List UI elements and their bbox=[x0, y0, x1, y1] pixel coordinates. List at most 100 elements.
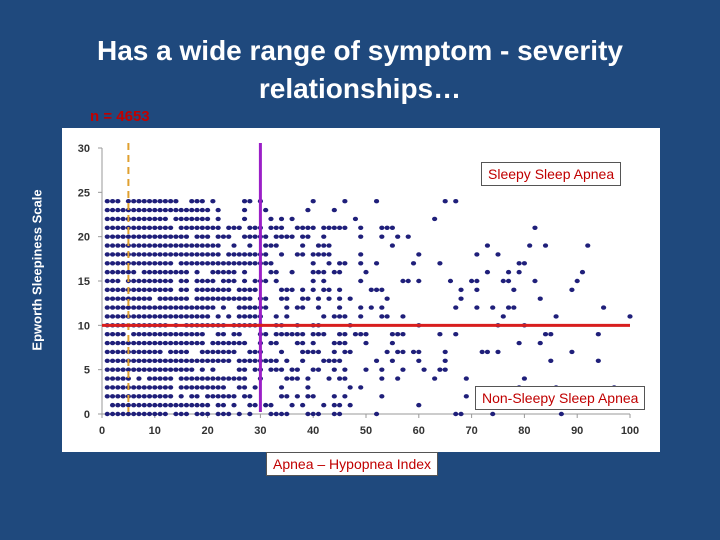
data-point bbox=[189, 305, 195, 310]
data-point bbox=[226, 225, 232, 230]
data-point bbox=[263, 278, 269, 284]
data-point bbox=[178, 394, 184, 399]
data-point bbox=[146, 394, 153, 399]
data-point bbox=[474, 305, 480, 310]
data-point bbox=[183, 287, 190, 293]
data-point bbox=[458, 411, 464, 417]
data-point bbox=[384, 225, 390, 230]
data-point bbox=[136, 199, 142, 204]
data-point bbox=[194, 216, 200, 222]
data-point bbox=[146, 340, 153, 346]
data-point bbox=[173, 234, 179, 239]
data-point bbox=[189, 402, 195, 408]
data-point bbox=[115, 207, 121, 213]
data-point bbox=[395, 376, 401, 381]
data-point bbox=[379, 287, 385, 293]
data-point bbox=[241, 216, 248, 222]
data-point bbox=[104, 216, 110, 222]
data-point bbox=[120, 332, 126, 337]
data-point bbox=[152, 402, 158, 408]
data-point bbox=[194, 340, 200, 346]
data-point bbox=[326, 296, 332, 301]
data-point bbox=[395, 349, 401, 355]
data-point bbox=[241, 252, 248, 257]
data-point bbox=[205, 243, 211, 248]
x-tick-label: 10 bbox=[149, 425, 161, 437]
data-point bbox=[215, 358, 221, 363]
data-point bbox=[278, 296, 285, 301]
data-point bbox=[152, 216, 158, 222]
data-point bbox=[141, 207, 147, 213]
data-point bbox=[131, 269, 137, 275]
data-point bbox=[247, 234, 253, 239]
data-point bbox=[241, 234, 248, 239]
data-point bbox=[168, 287, 174, 293]
data-point bbox=[152, 340, 158, 346]
data-point bbox=[189, 199, 195, 204]
data-point bbox=[273, 367, 279, 372]
data-point bbox=[226, 269, 232, 275]
data-point bbox=[247, 358, 253, 363]
data-point bbox=[168, 340, 174, 346]
data-point bbox=[141, 314, 147, 319]
data-point bbox=[373, 199, 380, 204]
data-point bbox=[305, 394, 311, 399]
data-point bbox=[168, 402, 174, 408]
data-point bbox=[210, 394, 216, 399]
data-point bbox=[310, 269, 316, 275]
data-point bbox=[131, 296, 137, 301]
data-point bbox=[347, 296, 353, 301]
data-point bbox=[273, 234, 279, 239]
data-point bbox=[199, 314, 205, 319]
data-point bbox=[273, 358, 279, 363]
data-point bbox=[305, 411, 311, 417]
data-point bbox=[115, 332, 121, 337]
data-point bbox=[358, 261, 364, 266]
data-point bbox=[109, 225, 116, 230]
data-point bbox=[463, 394, 469, 399]
data-point bbox=[310, 411, 316, 417]
data-point bbox=[109, 199, 116, 204]
data-point bbox=[194, 261, 200, 266]
data-point bbox=[199, 411, 205, 417]
data-point bbox=[131, 385, 137, 390]
data-point bbox=[157, 358, 163, 363]
data-point bbox=[220, 402, 227, 408]
data-point bbox=[315, 269, 322, 275]
data-point bbox=[199, 349, 205, 355]
data-point bbox=[168, 314, 174, 319]
data-point bbox=[183, 411, 190, 417]
data-point bbox=[104, 278, 110, 284]
data-point bbox=[405, 234, 411, 239]
data-point bbox=[115, 269, 121, 275]
data-point bbox=[226, 261, 232, 266]
data-point bbox=[241, 376, 248, 381]
data-point bbox=[194, 358, 200, 363]
data-point bbox=[115, 411, 121, 417]
data-point bbox=[189, 367, 195, 372]
data-point bbox=[337, 358, 343, 363]
data-point bbox=[152, 411, 158, 417]
data-point bbox=[115, 225, 121, 230]
data-point bbox=[241, 287, 248, 293]
data-point bbox=[120, 402, 126, 408]
data-point bbox=[178, 216, 184, 222]
data-point bbox=[490, 411, 496, 417]
data-point bbox=[263, 358, 269, 363]
data-point bbox=[194, 287, 200, 293]
data-point bbox=[141, 261, 147, 266]
data-point bbox=[178, 278, 184, 284]
non-sleepy-sleep-apnea-label: Non-Sleepy Sleep Apnea bbox=[475, 386, 646, 410]
y-tick-label: 0 bbox=[84, 409, 90, 421]
data-point bbox=[131, 225, 137, 230]
data-point bbox=[226, 287, 232, 293]
data-point bbox=[205, 252, 211, 257]
data-point bbox=[389, 225, 395, 230]
data-point bbox=[358, 385, 364, 390]
data-point bbox=[109, 207, 116, 213]
data-point bbox=[585, 243, 591, 248]
data-point bbox=[194, 332, 200, 337]
data-point bbox=[379, 394, 385, 399]
data-point bbox=[199, 296, 205, 301]
data-point bbox=[168, 207, 174, 213]
